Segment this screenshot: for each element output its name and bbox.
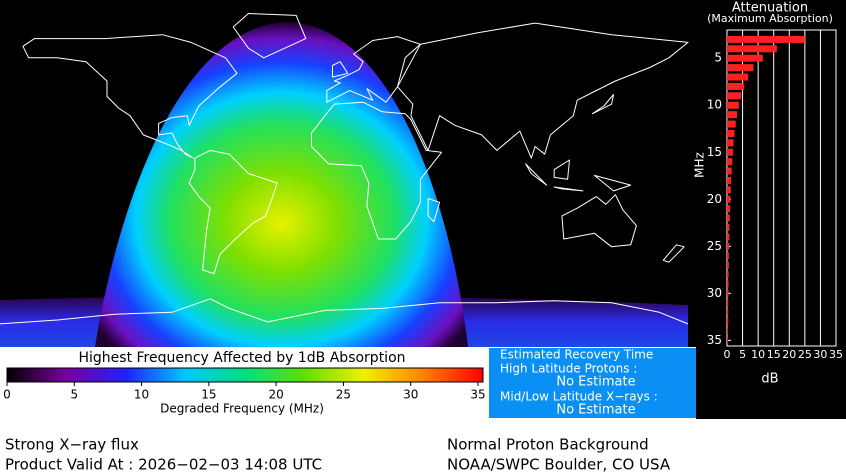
bar bbox=[727, 101, 739, 109]
x-tick-label: 20 bbox=[782, 348, 796, 361]
bar bbox=[727, 195, 731, 203]
bar bbox=[727, 73, 749, 81]
bar bbox=[727, 111, 737, 119]
recovery-title: Estimated Recovery Time bbox=[500, 348, 653, 362]
colorbar-tick-label: 25 bbox=[336, 388, 351, 402]
bar bbox=[727, 186, 731, 194]
coastline bbox=[591, 94, 614, 115]
footer-text: Strong X−ray flux bbox=[5, 436, 139, 454]
coastline bbox=[427, 198, 441, 223]
colorbar-tick-label: 0 bbox=[3, 388, 11, 402]
colorbar-tick-label: 5 bbox=[70, 388, 78, 402]
recovery-label: Mid/Low Latitude X−rays : bbox=[500, 390, 658, 404]
bar bbox=[727, 176, 732, 184]
coastline bbox=[397, 22, 689, 159]
colorbar bbox=[6, 367, 484, 383]
x-tick-label: 10 bbox=[751, 348, 765, 361]
bar bbox=[727, 327, 728, 335]
recovery-box bbox=[489, 348, 696, 418]
absorption-field bbox=[0, 22, 688, 347]
bar bbox=[727, 318, 729, 326]
bar bbox=[727, 261, 729, 269]
coastline bbox=[188, 149, 278, 275]
y-tick-label: 30 bbox=[707, 286, 722, 300]
x-tick-label: 30 bbox=[813, 348, 827, 361]
y-tick-label: 20 bbox=[707, 192, 722, 206]
bar bbox=[727, 271, 729, 279]
colorbar-tick-label: 35 bbox=[470, 388, 485, 402]
x-tick-label: 0 bbox=[724, 348, 731, 361]
colorbar-tick-label: 10 bbox=[134, 388, 149, 402]
colorbar-tick-label: 15 bbox=[201, 388, 216, 402]
bar bbox=[727, 205, 731, 213]
bar bbox=[727, 82, 745, 90]
coastline bbox=[0, 298, 689, 325]
bar bbox=[727, 158, 733, 166]
bar bbox=[727, 35, 805, 43]
coastline bbox=[593, 174, 632, 192]
colorbar-tick-label: 20 bbox=[269, 388, 284, 402]
colorbar-tick-label: 30 bbox=[403, 388, 418, 402]
bar bbox=[727, 242, 730, 250]
x-tick-label: 5 bbox=[739, 348, 746, 361]
bar bbox=[727, 120, 736, 128]
bar bbox=[727, 224, 730, 231]
chart-title: Attenuation bbox=[732, 1, 808, 16]
footer-text: Normal Proton Background bbox=[447, 436, 649, 454]
bar bbox=[727, 92, 742, 100]
coastline bbox=[553, 159, 570, 180]
x-tick-label: 15 bbox=[767, 348, 781, 361]
coastline bbox=[311, 101, 442, 240]
x-tick-label: 25 bbox=[798, 348, 812, 361]
colorbar-title: Highest Frequency Affected by 1dB Absorp… bbox=[78, 350, 405, 366]
bar bbox=[727, 148, 733, 156]
bar bbox=[727, 45, 777, 53]
footer-text: NOAA/SWPC Boulder, CO USA bbox=[447, 456, 671, 473]
bar bbox=[727, 308, 729, 316]
y-tick-label: 35 bbox=[707, 333, 722, 347]
chart-background bbox=[696, 347, 846, 419]
bar bbox=[727, 233, 730, 241]
y-tick-label: 15 bbox=[707, 145, 722, 159]
coastline bbox=[22, 34, 238, 159]
bar bbox=[727, 336, 728, 344]
coastline bbox=[525, 163, 548, 186]
coastline bbox=[326, 36, 421, 103]
coastline bbox=[232, 13, 307, 59]
bar bbox=[727, 139, 734, 147]
x-axis-label: dB bbox=[761, 372, 778, 387]
y-tick-label: 5 bbox=[714, 51, 722, 65]
coastlines bbox=[0, 13, 689, 325]
recovery-value: No Estimate bbox=[556, 375, 635, 390]
chart-subtitle: (Maximum Absorption) bbox=[707, 12, 833, 25]
recovery-value: No Estimate bbox=[556, 403, 635, 418]
bar bbox=[727, 64, 754, 72]
plot-frame bbox=[726, 29, 837, 347]
bar bbox=[727, 280, 729, 288]
x-tick-label: 35 bbox=[829, 348, 843, 361]
footer-text: Product Valid At : 2026−02−03 14:08 UTC bbox=[5, 456, 322, 473]
bar bbox=[727, 299, 729, 307]
coastline bbox=[553, 186, 584, 192]
recovery-label: High Latitude Protons : bbox=[500, 362, 637, 376]
bar bbox=[727, 54, 763, 62]
bar bbox=[727, 167, 732, 175]
colorbar-label: Degraded Frequency (MHz) bbox=[160, 402, 324, 416]
bar bbox=[727, 252, 729, 260]
coastline bbox=[662, 244, 685, 263]
bar bbox=[727, 129, 735, 137]
y-axis-label: MHz bbox=[693, 152, 707, 178]
coastline bbox=[561, 194, 637, 248]
bar bbox=[727, 214, 730, 222]
bar bbox=[727, 289, 729, 297]
y-tick-label: 25 bbox=[707, 239, 722, 253]
y-tick-label: 10 bbox=[707, 98, 722, 112]
coastline bbox=[332, 61, 349, 78]
